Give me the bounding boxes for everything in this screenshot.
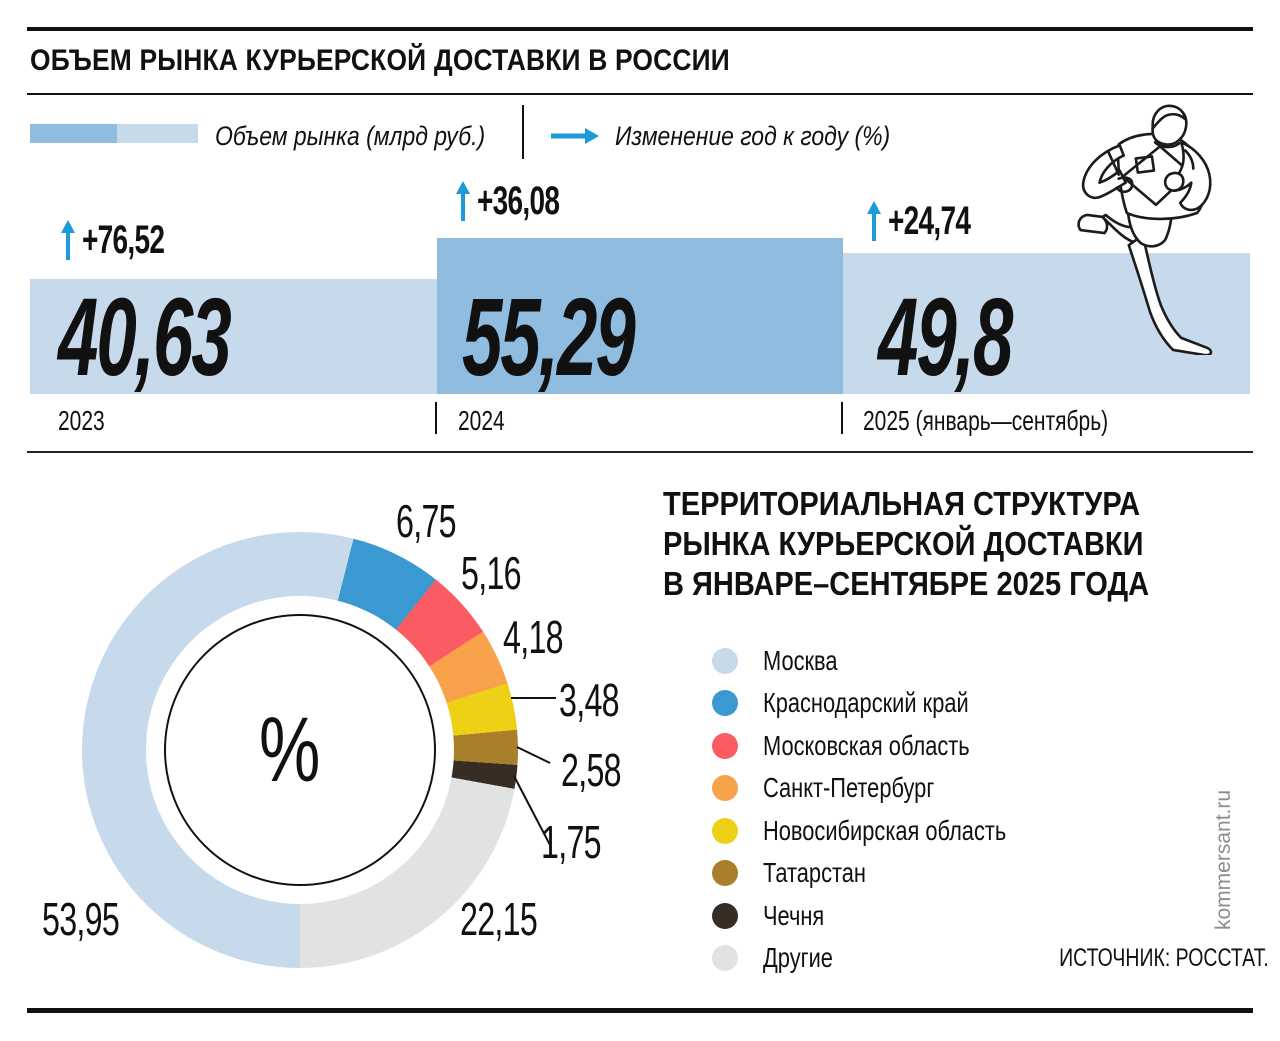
donut-chart: % — [82, 532, 518, 968]
watermark-kommersant: kommersant.ru — [1212, 789, 1235, 930]
change-label-2023: +76,52 — [60, 220, 199, 260]
page-title-text: ОБЪЕМ РЫНКА КУРЬЕРСКОЙ ДОСТАВКИ В РОССИИ — [30, 44, 730, 77]
top-rule — [27, 27, 1253, 31]
source-credit: ИСТОЧНИК: РОССТАТ. — [1059, 944, 1269, 972]
change-label-2025: +24,74 — [866, 201, 1005, 241]
year-label-2024: 2024 — [458, 405, 505, 436]
legend-item-tatarstan: Татарстан — [712, 859, 895, 887]
legend-dot-moscow — [712, 648, 738, 674]
segment-label-krasnodar: 6,75 — [396, 495, 457, 547]
bar-value-2023: 40,63 — [58, 276, 232, 399]
section-divider — [27, 451, 1253, 453]
bar-value-2024: 55,29 — [462, 276, 636, 399]
segment-label-moscow: 53,95 — [42, 893, 120, 945]
donut-inner-circle — [164, 614, 436, 886]
up-arrow-icon — [867, 201, 881, 241]
legend-swatch-dark-blue — [30, 124, 117, 143]
legend-swatch-light-blue — [117, 124, 198, 143]
donut-center-unit-label: % — [259, 699, 321, 801]
legend-dot-tatarstan — [712, 860, 738, 886]
leader-lines — [511, 697, 556, 846]
legend-item-moscow: Москва — [712, 647, 859, 675]
year-label-2025: 2025 (январь—сентябрь) — [863, 405, 1109, 436]
bar-value-2025: 49,8 — [878, 276, 1013, 399]
page-title: ОБЪЕМ РЫНКА КУРЬЕРСКОЙ ДОСТАВКИ В РОССИИ — [30, 44, 825, 78]
legend-dot-krasnodar — [712, 690, 738, 716]
year-label-2023: 2023 — [58, 405, 105, 436]
legend-item-other: Другие — [712, 944, 853, 972]
legend-volume-label: Объем рынка (млрд руб.) — [215, 121, 486, 151]
up-arrow-icon — [456, 181, 470, 221]
legend-dot-spb — [712, 775, 738, 801]
bar-2023 — [30, 279, 437, 394]
territory-title-line-1: ТЕРРИТОРИАЛЬНАЯ СТРУКТУРА — [663, 485, 1141, 522]
segment-label-novosibirsk: 3,48 — [559, 674, 620, 726]
legend-item-spb: Санкт-Петербург — [712, 774, 983, 802]
axis-tick — [435, 402, 437, 434]
right-arrow-icon — [551, 128, 599, 144]
segment-label-other: 22,15 — [460, 893, 538, 945]
legend-dot-novosibirsk — [712, 818, 738, 844]
courier-illustration — [1077, 104, 1213, 355]
legend-dot-other — [712, 945, 738, 971]
segment-label-tatarstan: 2,58 — [561, 744, 622, 796]
up-arrow-icon — [61, 220, 75, 260]
territory-title-line-3: В ЯНВАРЕ–СЕНТЯБРЕ 2025 ГОДА — [663, 565, 1150, 602]
segment-label-chechnya: 1,75 — [541, 816, 602, 868]
bar-2024 — [437, 238, 843, 394]
bottom-rule — [27, 1008, 1253, 1013]
legend-dot-moscow-oblast — [712, 733, 738, 759]
territory-title-line-2: РЫНКА КУРЬЕРСКОЙ ДОСТАВКИ — [663, 525, 1144, 562]
legend-dot-chechnya — [712, 903, 738, 929]
legend-item-krasnodar: Краснодарский край — [712, 689, 1027, 717]
change-label-2024: +36,08 — [455, 181, 594, 221]
legend-change-label: Изменение год к году (%) — [615, 121, 891, 151]
segment-label-spb: 4,18 — [503, 611, 564, 663]
bar-2025 — [843, 253, 1250, 394]
legend-divider — [522, 105, 524, 159]
header-underline — [27, 93, 1253, 95]
legend-item-novosibirsk: Новосибирская область — [712, 817, 1075, 845]
axis-tick — [841, 402, 843, 434]
legend-item-chechnya: Чечня — [712, 902, 842, 930]
legend-item-moscow-oblast: Московская область — [712, 732, 1028, 760]
segment-label-moscow-oblast: 5,16 — [461, 547, 522, 599]
